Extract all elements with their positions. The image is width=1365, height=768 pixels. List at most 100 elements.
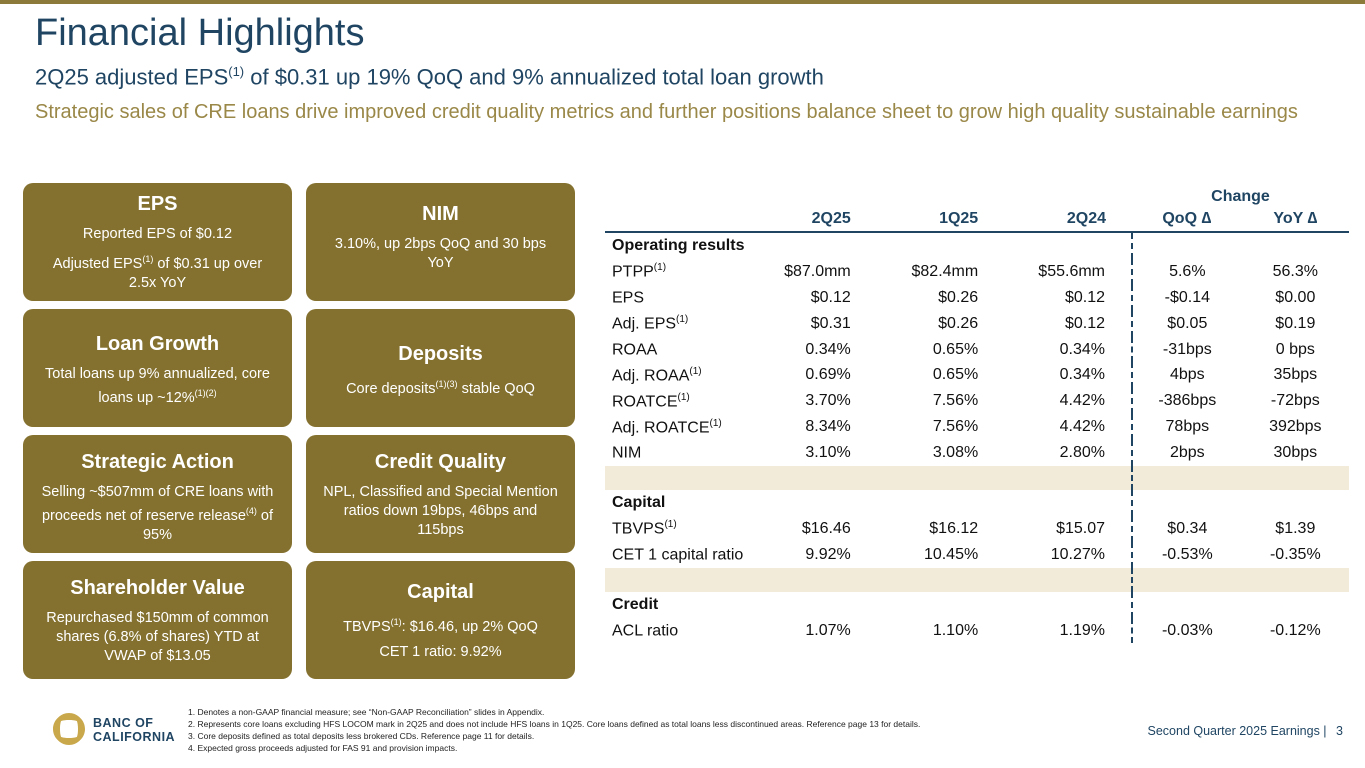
tile-credit-quality: Credit Quality NPL, Classified and Speci…	[306, 435, 575, 553]
table-cell: $16.46	[801, 519, 851, 537]
table-cell: 1.19%	[1059, 621, 1105, 639]
row-label: PTPP(1)	[612, 262, 667, 281]
footnote: 3. Core deposits defined as total deposi…	[188, 731, 535, 741]
tile-text: Reported EPS of $0.12	[82, 226, 233, 242]
table-cell	[1131, 232, 1242, 259]
row-label: EPS	[612, 289, 645, 307]
footnotes: 1. Denotes a non-GAAP financial measure;…	[188, 706, 920, 754]
tile-text: CET 1 ratio: 9.92%	[379, 643, 502, 660]
page-footer: Second Quarter 2025 Earnings | 3	[1148, 724, 1344, 738]
table-cell: 0.34%	[1059, 366, 1105, 384]
table-cell: -72bps	[1270, 392, 1320, 410]
table-cell: $0.00	[1275, 288, 1316, 306]
tile-text: TBVPS(1): $16.46, up 2% QoQ	[343, 617, 538, 635]
section-header-row: Capital	[605, 490, 1349, 516]
table-row: EPS $0.12 $0.26 $0.12 -$0.14 $0.00	[605, 284, 1349, 311]
tile-heading: Capital	[407, 581, 474, 603]
column-header-yoy: YoY ∆	[1241, 207, 1349, 233]
page-number: 3	[1336, 724, 1343, 738]
page-subtitle-secondary: Strategic sales of CRE loans drive impro…	[35, 101, 1298, 123]
delta-icon: ∆	[1307, 210, 1318, 227]
delta-icon: ∆	[1201, 210, 1212, 227]
section-divider-band	[605, 567, 1349, 592]
row-label: ACL ratio	[612, 622, 679, 640]
table-cell: -0.35%	[1269, 545, 1321, 563]
page-title: Financial Highlights	[35, 12, 365, 54]
table-cell	[1242, 592, 1349, 618]
table-cell: 30bps	[1273, 444, 1318, 462]
table-cell: 1.07%	[805, 621, 851, 639]
tile-shareholder-value: Shareholder Value Repurchased $150mm of …	[23, 561, 292, 679]
table-cell: 392bps	[1269, 418, 1322, 436]
table-cell: 10.27%	[1050, 545, 1105, 563]
table-cell: 56.3%	[1272, 262, 1318, 280]
table-row: ROATCE(1) 3.70% 7.56% 4.42% -386bps -72bps	[605, 388, 1349, 415]
tile-heading: Shareholder Value	[70, 577, 245, 599]
table-cell: -0.03%	[1131, 617, 1242, 644]
tile-text: Total loans up 9% annualized, core loans…	[45, 366, 270, 406]
table-row: Adj. ROAA(1) 0.69% 0.65% 0.34% 4bps 35bps	[605, 362, 1349, 389]
table-row: Adj. EPS(1) $0.31 $0.26 $0.12 $0.05 $0.19	[605, 310, 1349, 337]
table-cell: -31bps	[1131, 336, 1242, 363]
table-cell: 35bps	[1273, 366, 1318, 384]
page-subtitle: 2Q25 adjusted EPS(1) of $0.31 up 19% QoQ…	[35, 64, 824, 90]
row-label: Adj. ROATCE(1)	[612, 417, 722, 436]
tile-text: 3.10%, up 2bps QoQ and 30 bps YoY	[334, 236, 547, 271]
tile-capital: Capital TBVPS(1): $16.46, up 2% QoQ CET …	[306, 561, 575, 679]
section-label: Operating results	[612, 236, 745, 254]
table-cell: 7.56%	[932, 418, 979, 436]
table-row: ACL ratio 1.07% 1.10% 1.19% -0.03% -0.12%	[605, 617, 1349, 644]
table-cell: $0.19	[1275, 314, 1316, 332]
table-cell: -386bps	[1131, 388, 1242, 415]
table-cell: 78bps	[1131, 414, 1242, 441]
section-header-row: Credit	[605, 591, 1349, 618]
table-cell: 3.08%	[932, 444, 979, 462]
column-header-1q25: 1Q25	[876, 207, 1005, 233]
table-row: Adj. ROATCE(1) 8.34% 7.56% 4.42% 78bps 392bps	[605, 414, 1349, 441]
table-cell: 0.69%	[805, 366, 851, 384]
row-label: ROAA	[612, 341, 658, 359]
table-cell: $1.39	[1275, 519, 1316, 537]
presentation-name: Second Quarter 2025 Earnings |	[1147, 724, 1327, 738]
table-cell	[1242, 232, 1349, 259]
table-cell: 2.80%	[1059, 444, 1105, 462]
tile-text: NPL, Classified and Special Mention rati…	[323, 484, 558, 538]
table-cell: 7.56%	[932, 392, 979, 410]
table-cell: 1.10%	[932, 621, 979, 639]
row-label: CET 1 capital ratio	[612, 546, 744, 564]
column-header-2q25: 2Q25	[749, 207, 877, 233]
tile-text: Repurchased $150mm of common shares (6.8…	[46, 610, 269, 664]
table-cell: 0.34%	[805, 340, 851, 358]
table-row: NIM 3.10% 3.08% 2.80% 2bps 30bps	[605, 440, 1349, 467]
table-row: CET 1 capital ratio 9.92% 10.45% 10.27% -0.5…	[605, 541, 1349, 568]
table-cell: $55.6mm	[1038, 262, 1105, 280]
table-cell: $0.26	[938, 288, 979, 306]
column-header-qoq: QoQ ∆	[1132, 207, 1242, 233]
table-cell: 10.45%	[923, 545, 979, 563]
table-cell: $0.31	[810, 314, 851, 332]
table-cell: -0.53%	[1131, 541, 1242, 568]
table-cell: $15.07	[1056, 519, 1105, 537]
tile-heading: Deposits	[398, 343, 483, 365]
tile-heading: EPS	[137, 193, 178, 215]
table-row: ROAA 0.34% 0.65% 0.34% -31bps 0 bps	[605, 336, 1349, 363]
column-header-2q24: 2Q24	[1004, 207, 1132, 233]
tile-deposits: Deposits Core deposits(1)(3) stable QoQ	[306, 309, 575, 427]
row-label: ROATCE(1)	[612, 391, 690, 410]
row-label: Adj. ROAA(1)	[612, 365, 702, 385]
tile-strategic-action: Strategic Action Selling ~$507mm of CRE …	[23, 435, 292, 553]
table-cell: $0.12	[1064, 288, 1105, 306]
tile-heading: NIM	[422, 203, 459, 225]
table-cell: 3.10%	[805, 444, 851, 462]
footnote: 4. Expected gross proceeds adjusted for …	[188, 743, 458, 753]
table-cell: $0.34	[1131, 515, 1242, 542]
tile-heading: Strategic Action	[81, 451, 234, 473]
table-cell: 4.42%	[1059, 418, 1105, 436]
tile-text: Selling ~$507mm of CRE loans with procee…	[41, 484, 274, 543]
table-row: TBVPS(1) $16.46 $16.12 $15.07 $0.34 $1.39	[605, 515, 1349, 542]
table-cell: 2bps	[1131, 440, 1242, 467]
brand-wordmark: BANC OF CALIFORNIA	[93, 716, 176, 744]
change-group-header: Change	[1211, 188, 1270, 205]
tile-heading: Credit Quality	[374, 451, 507, 473]
table-cell: $16.12	[929, 519, 979, 537]
